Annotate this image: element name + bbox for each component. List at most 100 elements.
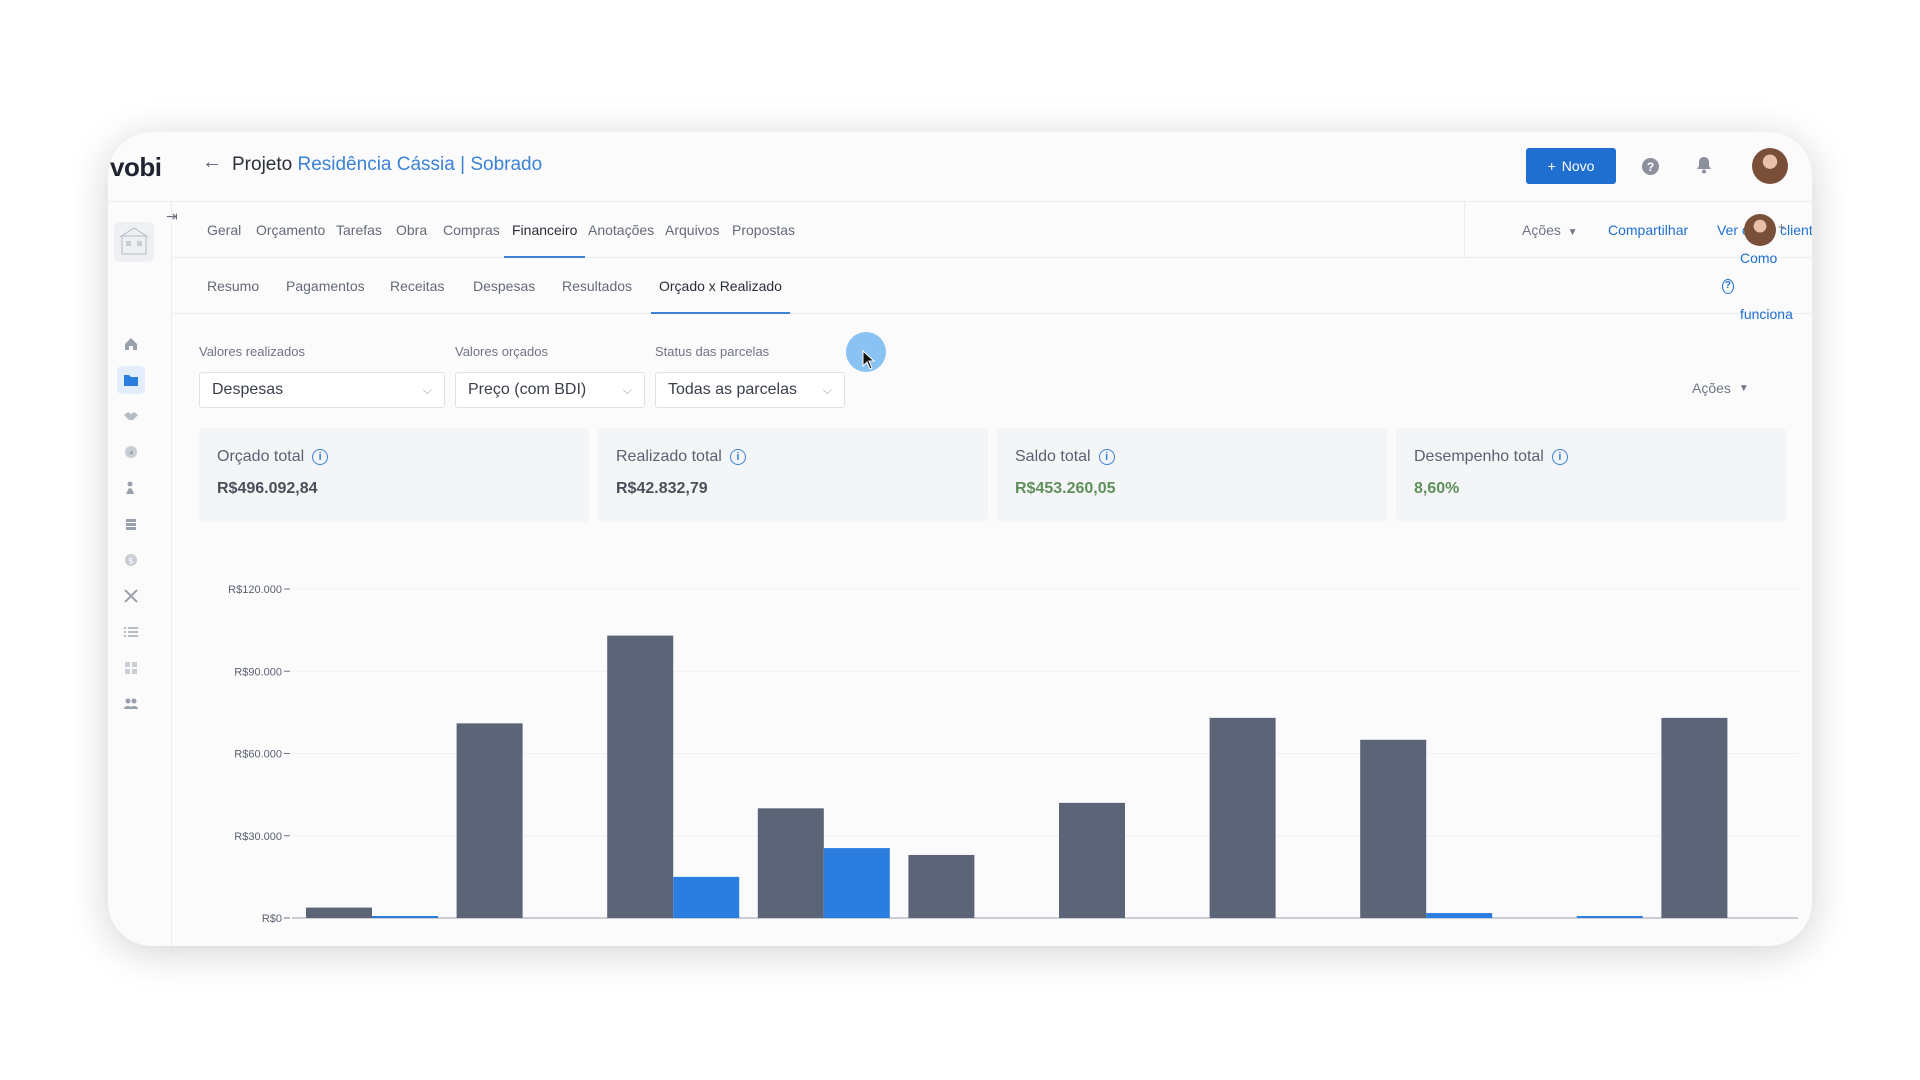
bar-orcado[interactable] (306, 907, 372, 918)
dollar-icon[interactable]: $ (117, 546, 145, 574)
tab-divider (1464, 202, 1465, 258)
tab-geral[interactable]: Geral (207, 222, 242, 238)
tab-propostas[interactable]: Propostas (732, 222, 796, 238)
kpi-value: R$496.092,84 (217, 480, 318, 497)
handshake-icon[interactable] (117, 402, 145, 430)
bar-realizado[interactable] (372, 916, 438, 918)
kpi-realizado-total: Realizado total i R$42.832,79 (598, 428, 988, 522)
top-bar: vobi ← Projeto Residência Cássia | Sobra… (108, 132, 1812, 202)
add-member-icon[interactable]: + (1778, 220, 1786, 234)
bar-orcado[interactable] (1661, 717, 1728, 918)
tab-financeiro[interactable]: Financeiro (503, 202, 586, 258)
kpi-title: Desempenho total i (1414, 448, 1768, 466)
status-label: Status das parcelas (655, 344, 770, 359)
chevron-down-icon: ⌵ (622, 382, 632, 397)
app-window: vobi ← Projeto Residência Cássia | Sobra… (108, 132, 1812, 946)
realizados-select[interactable]: Despesas ⌵ (199, 372, 445, 408)
sub-tabs: Resumo Pagamentos Receitas Despesas Resu… (172, 250, 1812, 322)
sidebar-expand-icon[interactable]: ⇥ (166, 208, 178, 224)
y-tick-label: R$60.000 (234, 749, 282, 761)
new-button[interactable]: + Novo (1526, 148, 1616, 184)
user-avatar[interactable] (1752, 148, 1788, 184)
bar-realizado[interactable] (1576, 916, 1643, 918)
tab-anotacoes[interactable]: Anotações (588, 222, 655, 238)
question-icon: ? (1722, 278, 1734, 294)
subtab-resultados[interactable]: Resultados (562, 278, 633, 294)
bar-orcado[interactable] (607, 635, 674, 918)
tab-arquivos[interactable]: Arquivos (665, 222, 720, 238)
caret-down-icon: ▼ (1564, 227, 1578, 238)
orcados-value: Preço (com BDI) (468, 381, 587, 398)
bar-realizado[interactable] (1426, 913, 1493, 918)
worker-icon[interactable] (117, 474, 145, 502)
bar-realizado[interactable] (823, 848, 890, 918)
kpi-title: Saldo total i (1015, 448, 1369, 466)
subtab-receitas[interactable]: Receitas (390, 278, 445, 294)
bell-icon[interactable] (1696, 156, 1712, 179)
apps-grid-icon[interactable] (117, 654, 145, 682)
kpi-title: Orçado total i (217, 448, 571, 466)
chart-svg: R$120.000 R$90.000 R$60.000 R$30.000 R$0 (228, 584, 1798, 925)
plus-icon: + (1547, 158, 1556, 174)
subtab-orcado-realizado[interactable]: Orçado x Realizado (651, 258, 790, 314)
kpi-title-label: Saldo total (1015, 448, 1091, 465)
acoes-dropdown[interactable]: Ações ▼ (1522, 202, 1578, 258)
kpi-value: 8,60% (1414, 480, 1460, 497)
back-arrow-icon[interactable]: ← (202, 151, 222, 173)
bar-orcado[interactable] (757, 808, 824, 918)
tab-tarefas[interactable]: Tarefas (336, 222, 382, 238)
bar-orcado[interactable] (908, 854, 975, 918)
bar-realizado[interactable] (673, 876, 740, 918)
y-tick-label: R$30.000 (234, 831, 282, 843)
info-icon[interactable]: i (1098, 449, 1115, 465)
project-prefix: Projeto (232, 154, 293, 175)
y-tick-label: R$90.000 (234, 666, 282, 678)
info-icon[interactable]: i (729, 449, 746, 465)
compass-icon[interactable] (117, 438, 145, 466)
subtab-despesas[interactable]: Despesas (473, 278, 536, 294)
stack-icon[interactable] (117, 510, 145, 538)
info-icon[interactable]: i (1551, 449, 1568, 465)
list-icon[interactable] (117, 618, 145, 646)
bar-orcado[interactable] (1059, 802, 1125, 918)
info-icon[interactable]: i (312, 449, 329, 465)
click-indicator (846, 332, 886, 372)
home-icon[interactable] (117, 330, 145, 358)
subtab-resumo[interactable]: Resumo (207, 278, 260, 294)
help-icon[interactable]: ? (1642, 158, 1659, 175)
bar-orcado[interactable] (1209, 717, 1276, 918)
tools-icon[interactable] (117, 582, 145, 610)
kpi-title-label: Orçado total (217, 448, 305, 465)
kpi-desempenho-total: Desempenho total i 8,60% (1396, 428, 1786, 522)
project-thumbnail[interactable] (114, 222, 154, 262)
bar-orcado[interactable] (456, 723, 523, 918)
sidebar: ⇥ $ (108, 202, 178, 946)
kpi-value: R$42.832,79 (616, 480, 708, 497)
chart-actions-dropdown[interactable]: Ações ▼ (1692, 380, 1749, 396)
tab-compras[interactable]: Compras (443, 222, 500, 238)
y-tick-label: R$120.000 (228, 584, 282, 596)
project-name-link[interactable]: Residência Cássia | Sobrado (297, 154, 543, 175)
kpi-title-label: Desempenho total (1414, 448, 1544, 465)
y-tick-label: R$0 (262, 913, 282, 925)
orcados-select[interactable]: Preço (com BDI) ⌵ (455, 372, 645, 408)
team-icon[interactable] (117, 690, 145, 718)
caret-down-icon: ▼ (1738, 382, 1749, 394)
realizados-value: Despesas (212, 381, 284, 398)
bar-orcado[interactable] (1360, 739, 1427, 918)
mouse-pointer-icon (862, 349, 876, 375)
module-tabs: Geral Orçamento Tarefas Obra Compras Fin… (172, 202, 1812, 258)
client-avatar[interactable] (1744, 214, 1776, 246)
budget-vs-actual-chart: R$120.000 R$90.000 R$60.000 R$30.000 R$0 (172, 572, 1812, 946)
status-select[interactable]: Todas as parcelas ⌵ (655, 372, 845, 408)
subtab-pagamentos[interactable]: Pagamentos (286, 278, 365, 294)
tab-obra[interactable]: Obra (396, 222, 428, 238)
how-it-works-link[interactable]: ? Como funciona (1722, 250, 1812, 322)
app-logo[interactable]: vobi (110, 152, 162, 182)
folder-icon[interactable] (117, 366, 145, 394)
tab-orcamento[interactable]: Orçamento (256, 222, 326, 238)
chevron-down-icon: ⌵ (422, 382, 432, 397)
orcados-label: Valores orçados (455, 344, 548, 359)
kpi-title-label: Realizado total (616, 448, 722, 465)
share-link[interactable]: Compartilhar (1608, 222, 1689, 238)
